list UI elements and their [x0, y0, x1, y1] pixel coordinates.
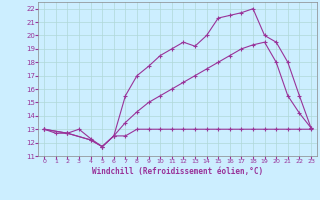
- X-axis label: Windchill (Refroidissement éolien,°C): Windchill (Refroidissement éolien,°C): [92, 167, 263, 176]
